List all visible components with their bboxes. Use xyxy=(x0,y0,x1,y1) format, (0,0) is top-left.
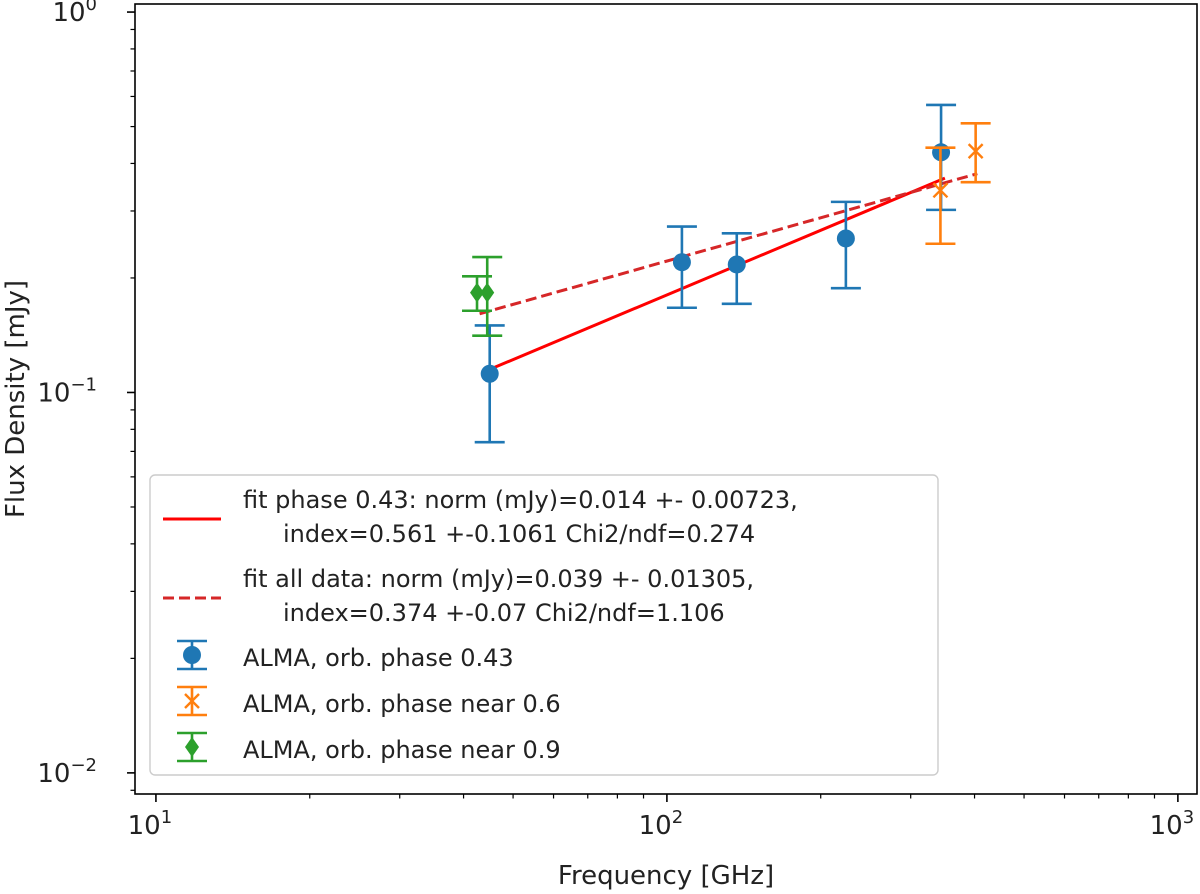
y-tick-exp-1: −1 xyxy=(70,374,97,395)
x-tick-exp-2: 3 xyxy=(1183,807,1194,828)
y-tick-label-2: 100 xyxy=(52,0,97,28)
legend-fit-phase-label: fit phase 0.43: norm (mJy)=0.014 +- 0.00… xyxy=(243,486,798,514)
point-phase-06-1-b xyxy=(967,143,984,159)
legend-point-phase-043 xyxy=(183,646,201,664)
legend-point-phase-06 xyxy=(184,693,200,709)
errorbar-phase-06-0 xyxy=(925,146,956,246)
legend: fit phase 0.43: norm (mJy)=0.014 +- 0.00… xyxy=(149,474,939,776)
legend-frame xyxy=(149,474,939,776)
y-tick-exp-0: −2 xyxy=(70,755,97,776)
fit-line-phase-043 xyxy=(489,176,946,371)
legend-marker-phase-043 xyxy=(177,639,207,671)
legend-phase-043-label: ALMA, orb. phase 0.43 xyxy=(243,644,514,672)
y-tick-exp-2: 0 xyxy=(86,0,97,15)
y-axis-label: Flux Density [mJy] xyxy=(1,280,31,518)
x-tick-exp-1: 2 xyxy=(672,807,683,828)
legend-marker-phase-06 xyxy=(177,685,207,717)
point-phase-043-2 xyxy=(727,255,746,274)
x-axis-label: Frequency [GHz] xyxy=(558,861,774,891)
legend-fit-all-label: fit all data: norm (mJy)=0.039 +- 0.0130… xyxy=(243,565,754,593)
x-tick-label-1: 102 xyxy=(639,807,684,841)
legend-point-phase-06-b xyxy=(184,693,200,709)
point-phase-043-1 xyxy=(672,253,691,272)
legend-marker-phase-09 xyxy=(177,731,207,763)
errorbar-phase-043-0 xyxy=(474,324,505,444)
point-phase-06-1 xyxy=(967,143,984,159)
x-tick-label-0: 101 xyxy=(128,807,173,841)
point-phase-09-0 xyxy=(470,282,485,303)
point-phase-06-0 xyxy=(932,182,949,199)
x-tick-label-2: 103 xyxy=(1150,807,1195,841)
point-phase-06-0-b xyxy=(932,182,949,199)
point-phase-043-0 xyxy=(480,364,499,383)
point-phase-043-3 xyxy=(836,229,855,248)
fit-line-all-data xyxy=(479,172,978,316)
y-tick-label-1: 10−1 xyxy=(37,374,97,408)
legend-fit-phase-label-line2: index=0.561 +-0.1061 Chi2/ndf=0.274 xyxy=(283,520,755,548)
legend-phase-06-label: ALMA, orb. phase near 0.6 xyxy=(243,690,561,718)
legend-fit-all-label-line2: index=0.374 +-0.07 Chi2/ndf=1.106 xyxy=(283,599,725,627)
plot-marks xyxy=(462,103,991,444)
legend-phase-09-label: ALMA, orb. phase near 0.9 xyxy=(243,736,561,764)
point-phase-09-1 xyxy=(480,282,495,303)
legend-point-phase-09 xyxy=(185,737,199,757)
x-tick-exp-0: 1 xyxy=(161,807,172,828)
plot-frame xyxy=(134,3,1198,795)
y-tick-label-0: 10−2 xyxy=(37,755,97,789)
